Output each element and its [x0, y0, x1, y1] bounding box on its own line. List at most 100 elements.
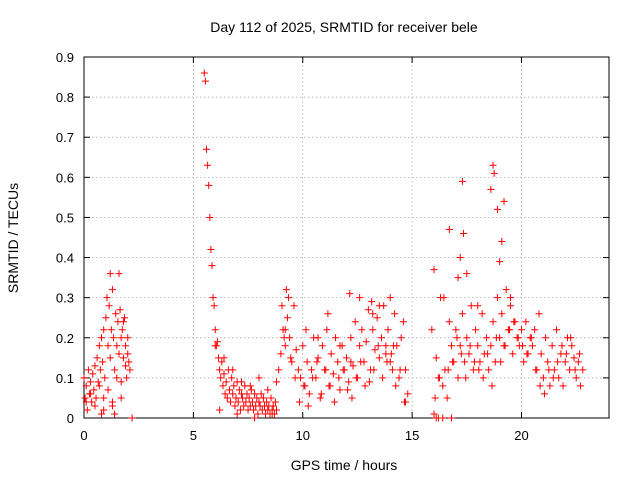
data-point: [391, 310, 399, 318]
data-point: [102, 314, 110, 322]
data-point: [332, 334, 340, 342]
data-point: [349, 362, 357, 370]
data-point: [545, 366, 553, 374]
data-point: [466, 342, 474, 350]
data-point: [317, 390, 325, 398]
data-point: [445, 318, 453, 326]
data-point: [303, 358, 311, 366]
data-point: [314, 334, 322, 342]
data-point: [264, 386, 272, 394]
data-point: [402, 398, 410, 406]
data-point: [463, 270, 471, 278]
data-point: [232, 394, 240, 402]
data-point: [335, 374, 343, 382]
data-point: [210, 302, 218, 310]
data-point: [484, 350, 492, 358]
data-point: [239, 394, 247, 402]
data-point: [536, 382, 544, 390]
data-point: [98, 334, 105, 342]
data-point: [125, 358, 133, 366]
data-point: [497, 358, 505, 366]
data-point: [431, 394, 439, 402]
data-point: [373, 314, 381, 322]
data-point: [568, 342, 576, 350]
data-point: [553, 326, 560, 334]
data-points: [80, 69, 587, 422]
data-point: [370, 366, 378, 374]
data-point: [205, 181, 213, 189]
data-point: [100, 406, 108, 414]
data-point: [489, 161, 497, 169]
data-point: [522, 318, 530, 326]
data-point: [570, 354, 578, 362]
data-point: [465, 350, 473, 358]
y-tick-label: 0.9: [56, 50, 74, 65]
data-point: [368, 298, 376, 306]
data-point: [518, 326, 525, 334]
data-point: [485, 366, 493, 374]
data-point: [487, 342, 495, 350]
data-point: [220, 354, 228, 362]
data-point: [111, 366, 119, 374]
data-point: [445, 225, 453, 233]
data-point: [449, 358, 457, 366]
data-point: [269, 402, 277, 410]
data-point: [452, 326, 460, 334]
data-point: [358, 326, 366, 334]
data-point: [392, 382, 400, 390]
data-point: [221, 390, 229, 398]
data-point: [483, 334, 490, 342]
data-point: [520, 358, 528, 366]
data-point: [234, 398, 242, 406]
data-point: [282, 286, 290, 294]
data-point: [231, 402, 239, 410]
data-point: [502, 286, 510, 294]
data-point: [561, 358, 569, 366]
data-point: [267, 394, 275, 402]
data-point: [487, 185, 495, 193]
data-point: [268, 410, 276, 418]
data-point: [554, 358, 562, 366]
data-point: [562, 350, 570, 358]
data-point: [356, 294, 364, 302]
data-point: [82, 382, 90, 390]
data-point: [283, 314, 291, 322]
data-point: [574, 358, 582, 366]
data-point: [250, 406, 258, 414]
data-point: [308, 366, 315, 374]
data-point: [122, 342, 130, 350]
data-point: [351, 318, 359, 326]
data-point: [299, 342, 307, 350]
data-point: [100, 394, 108, 402]
data-point: [100, 326, 108, 334]
data-point: [251, 414, 259, 422]
data-point: [382, 350, 390, 358]
data-point: [275, 366, 283, 374]
data-point: [334, 358, 342, 366]
y-tick-label: 0.7: [56, 130, 74, 145]
data-point: [339, 366, 347, 374]
data-point: [216, 366, 224, 374]
data-point: [104, 386, 112, 394]
data-point: [448, 342, 455, 350]
data-point: [285, 294, 293, 302]
data-point: [432, 414, 440, 422]
data-point: [229, 390, 237, 398]
data-point: [91, 362, 99, 370]
data-point: [386, 294, 394, 302]
data-point: [216, 406, 224, 414]
data-point: [309, 374, 317, 382]
data-point: [106, 354, 114, 362]
data-point: [98, 410, 105, 418]
data-point: [111, 410, 119, 418]
axis-ticks: 0 0.1 0.2 0.3 0.4 0.5 0.6 0.7 0.8 0.9 0 5 10 15 20: [56, 50, 609, 443]
data-point: [233, 410, 241, 418]
data-point: [117, 378, 125, 386]
data-point: [537, 350, 545, 358]
data-point: [559, 382, 567, 390]
data-point: [527, 334, 535, 342]
data-point: [352, 374, 360, 382]
data-point: [211, 326, 219, 334]
data-point: [257, 390, 265, 398]
y-tick-label: 0.5: [56, 210, 74, 225]
